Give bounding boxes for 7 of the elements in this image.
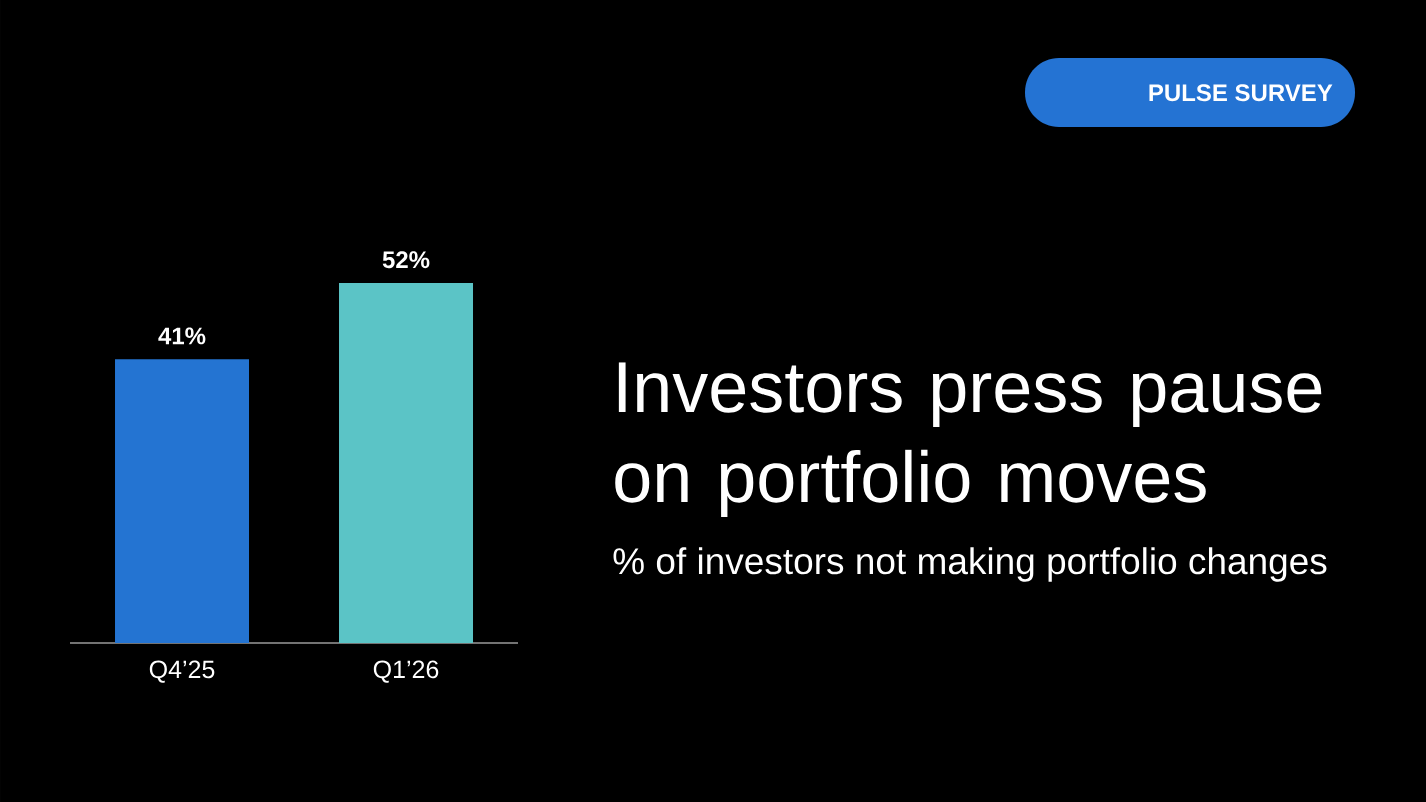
text: Investors press pause on portfolio moves	[615, 362, 1322, 517]
text: % of investors not making portfolio changes	[613, 547, 1327, 582]
data-label: 52%	[382, 251, 430, 269]
text: PULSE SURVEY	[1149, 84, 1333, 102]
data-label: 41%	[158, 327, 206, 345]
x-tick-label: Q1’26	[373, 660, 439, 683]
x-tick-label: Q4’25	[149, 660, 215, 683]
